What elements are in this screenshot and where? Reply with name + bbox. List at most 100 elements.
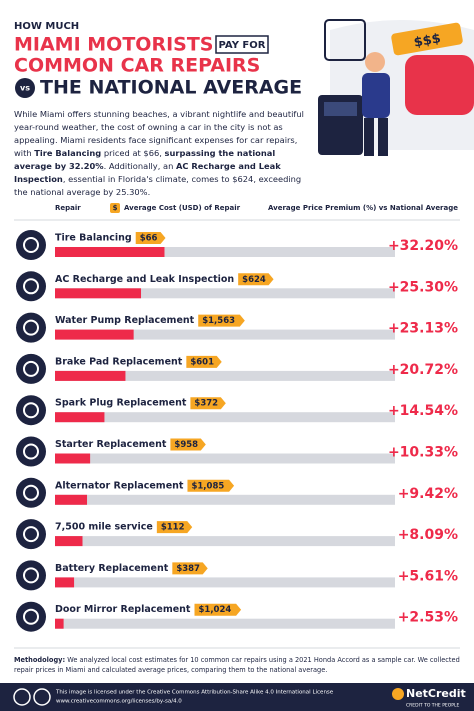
value-label: +8.09%	[398, 527, 458, 543]
bar	[55, 247, 165, 257]
cost-label: $601	[190, 357, 214, 367]
tagline: CREDIT TO THE PEOPLE	[406, 703, 460, 709]
intro-text: , essential in Florida's climate, comes …	[14, 174, 302, 197]
method-text: We analyzed local cost estimates for 10 …	[14, 656, 460, 674]
intro-text: surpassing the national average by 32.20…	[14, 148, 276, 171]
value-label: +23.13%	[388, 321, 458, 337]
repair-name: Battery Replacement	[55, 563, 169, 574]
icon-inner	[23, 484, 39, 501]
icon-inner	[23, 319, 39, 336]
track	[55, 370, 395, 381]
cost-icon	[110, 203, 120, 213]
cost-label: $387	[176, 564, 200, 574]
value-label: +10.33%	[388, 445, 458, 461]
cost-tag	[190, 397, 226, 410]
brand: NetCredit	[406, 687, 466, 700]
cost-tag	[156, 521, 193, 534]
bar	[55, 370, 126, 381]
icon	[16, 436, 46, 467]
icon-inner	[23, 402, 39, 419]
track	[55, 494, 395, 505]
brand-logo	[392, 688, 404, 700]
cost-icon-text: $	[113, 204, 118, 212]
repair-name: 7,500 mile service	[55, 522, 153, 533]
column-header: Average Price Premium (%) vs National Av…	[268, 204, 458, 212]
track	[55, 536, 395, 547]
vs-text: vs	[20, 84, 30, 93]
title-tag: PAY FOR	[219, 40, 266, 51]
bar	[55, 536, 83, 547]
icon	[16, 230, 46, 260]
track	[55, 577, 395, 588]
cost-tag	[135, 232, 166, 244]
intro-text: While Miami offers stunning beaches, a v…	[14, 109, 304, 158]
bar	[55, 618, 64, 629]
bar	[55, 288, 142, 299]
title-line: THE NATIONAL AVERAGE	[40, 77, 302, 99]
bar	[55, 577, 75, 588]
repair-name: Door Mirror Replacement	[55, 604, 191, 615]
icon	[16, 271, 46, 302]
cost-label: $624	[242, 275, 266, 285]
repair-name: Brake Pad Replacement	[55, 356, 183, 367]
repair-name: Tire Balancing	[55, 233, 132, 244]
icon-inner	[23, 567, 39, 584]
track	[55, 412, 395, 423]
cost-label: $1,085	[191, 481, 224, 491]
track	[55, 453, 395, 464]
bar	[55, 453, 91, 464]
repair-name: Spark Plug Replacement	[55, 398, 187, 409]
repair-name: AC Recharge and Leak Inspection	[55, 274, 234, 285]
cost-tag	[187, 479, 235, 492]
cost-label: $112	[161, 523, 185, 533]
intro-text: Tire Balancing	[34, 148, 102, 158]
value-label: +5.61%	[398, 568, 458, 584]
repair-name: Starter Replacement	[55, 439, 167, 450]
icon	[16, 395, 46, 426]
license-url: www.creativecommons.org/licenses/by-sa/4…	[56, 699, 182, 705]
intro: While Miami offers stunning beaches, a v…	[14, 108, 310, 199]
track	[55, 618, 395, 629]
method-label: Methodology:	[14, 656, 66, 664]
intro-text: . Additionally, an	[103, 161, 176, 171]
bar	[55, 329, 134, 340]
value-label: +20.72%	[388, 362, 458, 378]
icon	[16, 519, 46, 550]
track	[55, 247, 395, 257]
cost-label: $66	[140, 234, 158, 244]
icon	[16, 560, 46, 591]
bar	[55, 494, 88, 505]
cost-label: $372	[194, 399, 218, 409]
value-label: +2.53%	[398, 610, 458, 626]
cc-icon	[33, 688, 51, 706]
value-label: +9.42%	[398, 486, 458, 502]
icon	[16, 477, 46, 508]
kicker: HOW MUCH	[14, 21, 79, 32]
icon	[16, 312, 46, 343]
svg-text:$$$: $$$	[413, 31, 442, 50]
cost-label: $1,563	[202, 316, 235, 326]
icon	[16, 353, 46, 384]
value-label: +25.30%	[388, 279, 458, 295]
icon-inner	[23, 608, 39, 625]
repair-name: Alternator Replacement	[55, 480, 184, 491]
cost-tag	[194, 603, 242, 616]
cost-tag	[198, 314, 245, 327]
bar	[55, 412, 105, 423]
tag-box	[215, 35, 269, 54]
cost-label: $1,024	[198, 605, 231, 615]
title-line: MIAMI MOTORISTS	[14, 34, 213, 56]
illustration: $$$	[318, 19, 474, 156]
cc-icon	[13, 688, 31, 706]
icon	[16, 601, 46, 632]
icon-inner	[23, 443, 39, 460]
cost-tag	[238, 273, 274, 286]
column-header: Repair	[55, 204, 81, 212]
cost-label: $958	[174, 440, 198, 450]
cost-tag	[172, 562, 208, 575]
track	[55, 329, 395, 340]
track	[55, 288, 395, 299]
icon-inner	[23, 526, 39, 543]
